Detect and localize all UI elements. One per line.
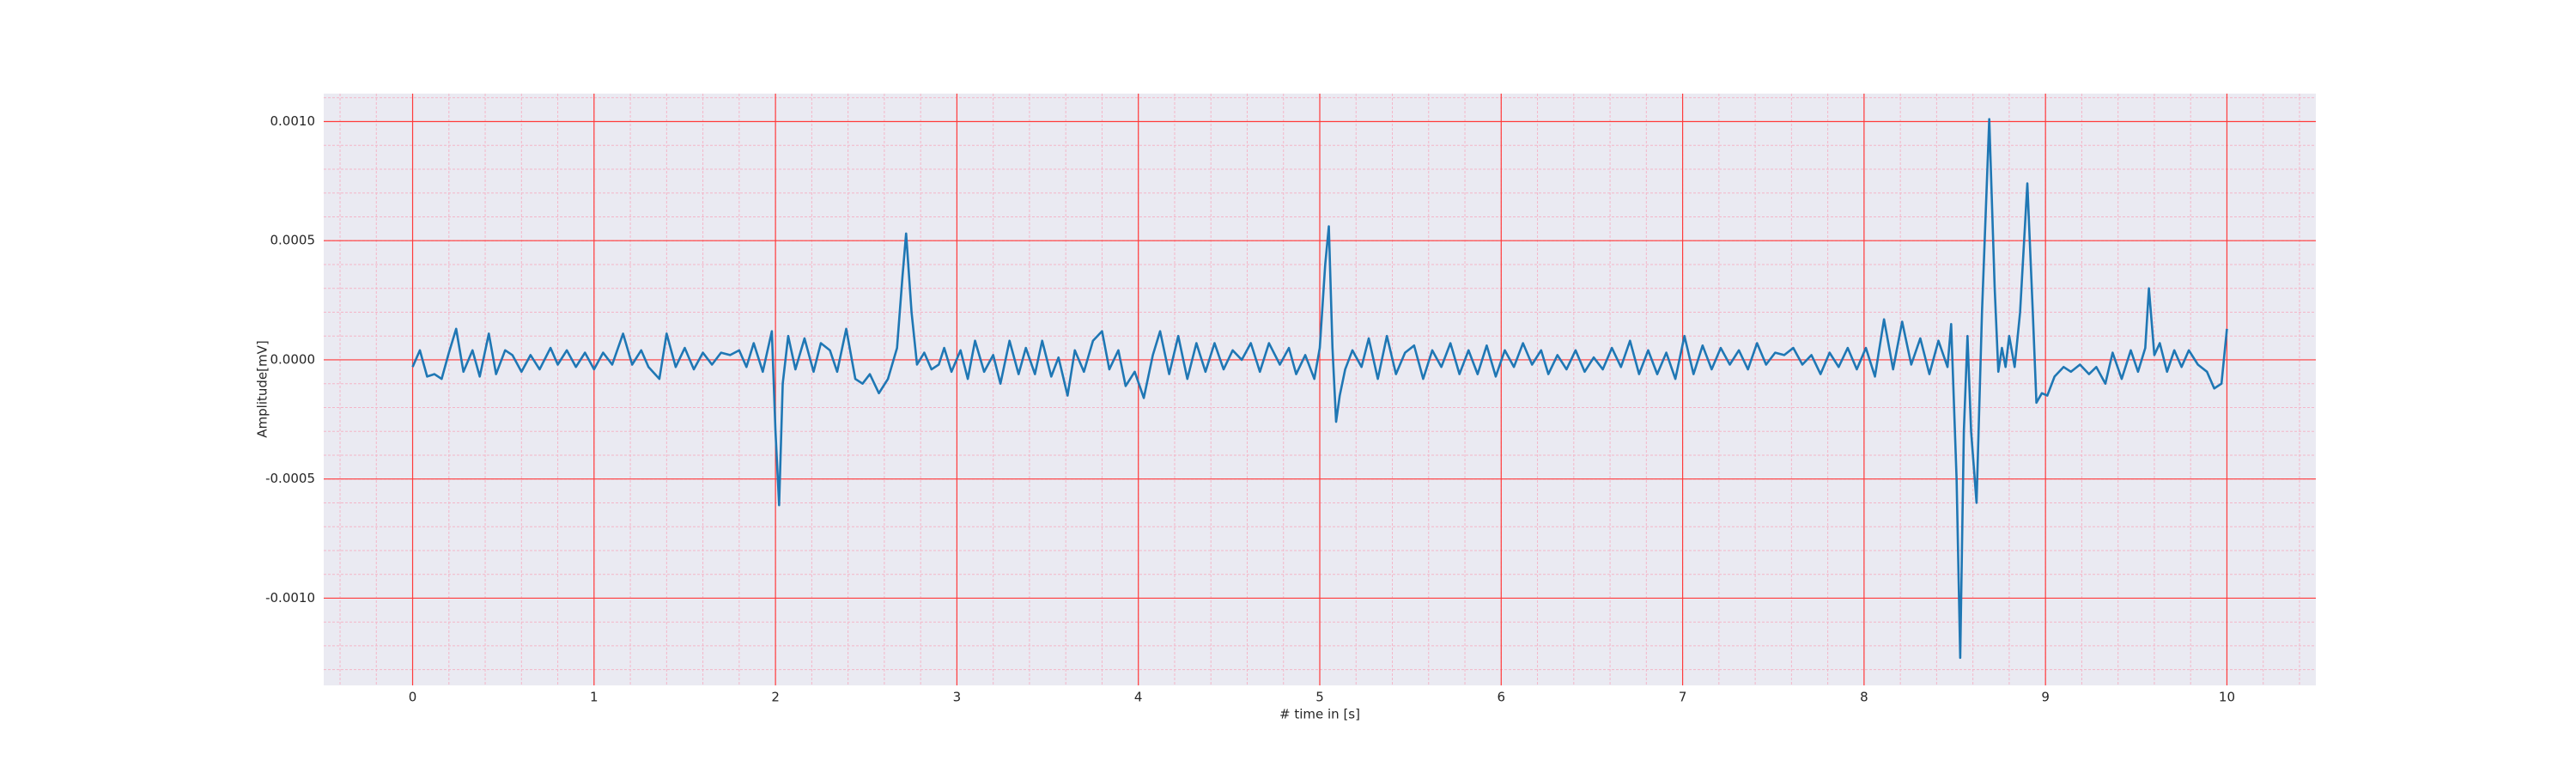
x-tick-label: 8 [1860,690,1868,705]
x-tick-label: 0 [409,690,417,705]
x-tick-label: 4 [1134,690,1143,705]
x-tick-label: 6 [1498,690,1506,705]
y-tick-label: -0.0010 [265,590,315,606]
y-axis-label: Amplitude[mV] [255,340,270,437]
x-axis-label: # time in [s] [1279,707,1360,722]
x-tick-label: 10 [2219,690,2235,705]
x-tick-label: 2 [771,690,780,705]
x-tick-label: 3 [953,690,962,705]
x-tick-label: 1 [590,690,598,705]
y-tick-label: -0.0005 [265,471,315,486]
plot-area [324,94,2316,685]
y-tick-label: 0.0005 [270,233,316,248]
x-tick-label: 9 [2041,690,2050,705]
x-tick-label: 5 [1315,690,1324,705]
y-tick-label: 0.0000 [270,351,316,367]
x-tick-label: 7 [1679,690,1687,705]
signal-line [411,118,2228,660]
y-tick-label: 0.0010 [270,113,316,129]
